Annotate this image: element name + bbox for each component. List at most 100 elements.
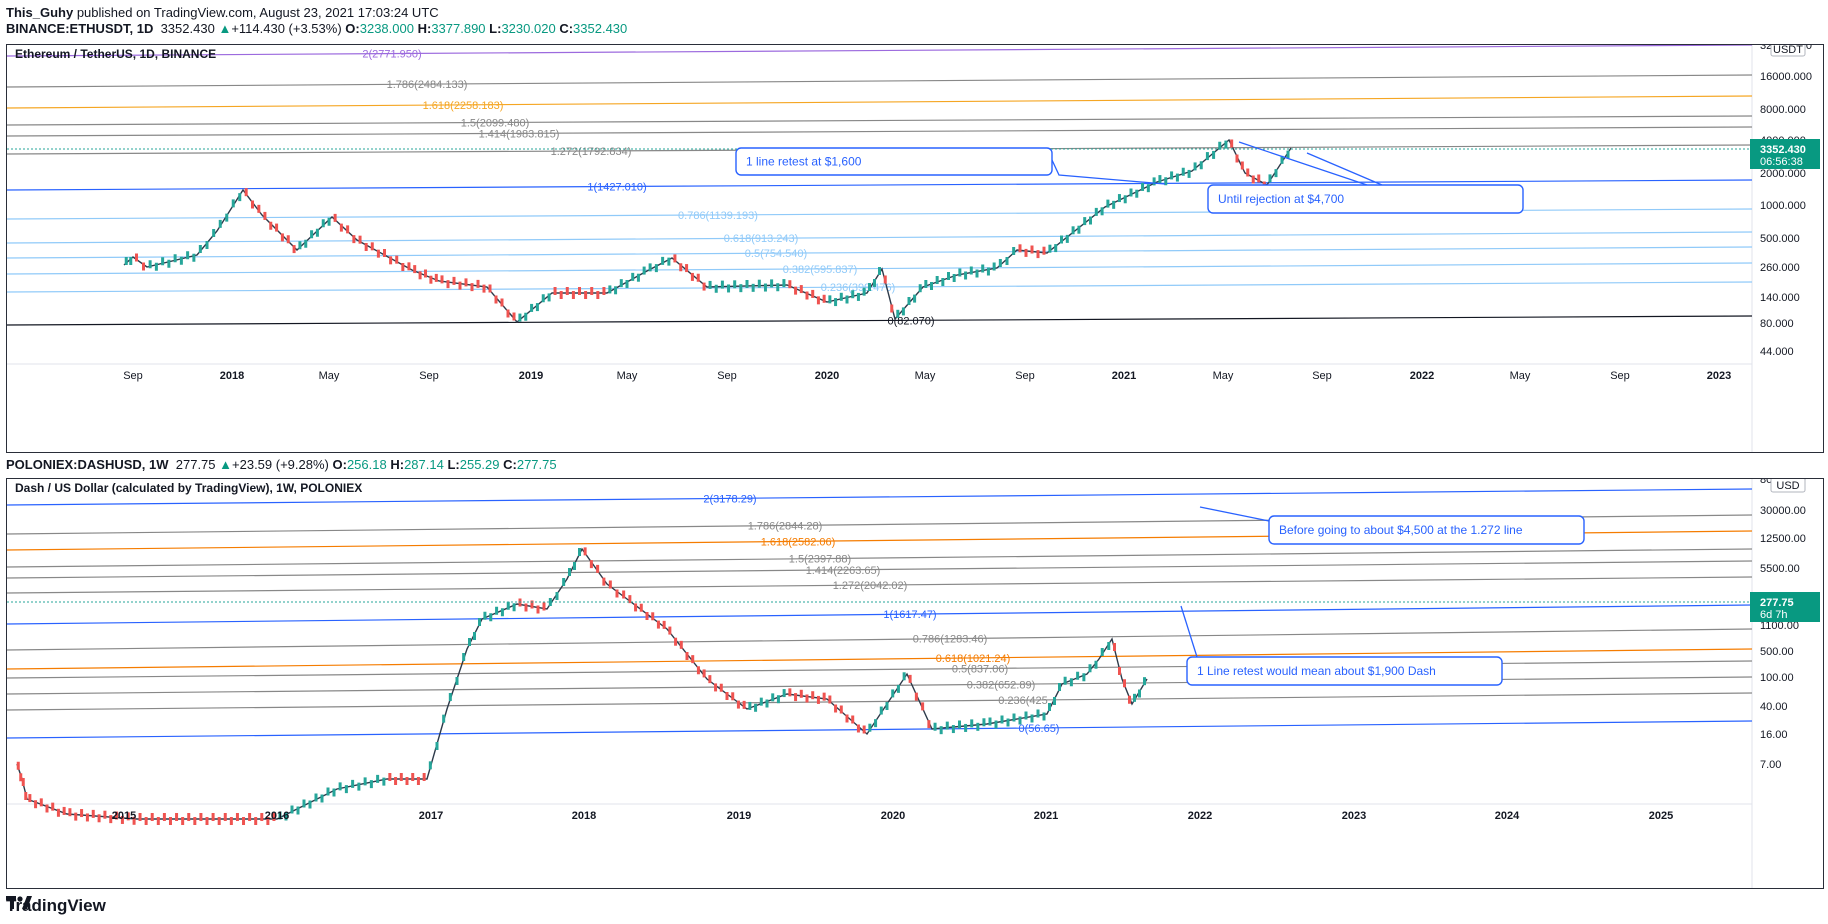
- candle-mark: [1036, 709, 1040, 718]
- chart2-panel[interactable]: 2(3178.29) 1.786(2844.28) 1.618(2582.06) 1.…: [6, 478, 1824, 889]
- candle-mark: [714, 284, 718, 293]
- candle-mark: [958, 268, 962, 277]
- fib-level-line: [7, 126, 1753, 137]
- currency-label: USD: [1776, 480, 1799, 492]
- candle-mark: [890, 304, 894, 313]
- candle-mark: [913, 294, 917, 303]
- tradingview-logo[interactable]: TradingView: [6, 896, 106, 916]
- candle-mark: [994, 720, 998, 729]
- fib-level-label: 0.5(837.06): [952, 664, 1008, 676]
- candle-mark: [478, 618, 481, 626]
- candle-mark: [500, 298, 504, 307]
- candle-mark: [921, 702, 925, 711]
- price-axis-tick: 16.00: [1760, 729, 1788, 741]
- fib-level-line: [7, 45, 1753, 57]
- candle-mark: [225, 213, 229, 222]
- fib-level-line: [7, 281, 1753, 293]
- candle-mark: [1257, 174, 1261, 183]
- candle-mark: [622, 590, 626, 599]
- candle-mark: [468, 638, 471, 646]
- annotation-callout-line: [1180, 605, 1198, 658]
- chart2-symbol-line: POLONIEX:DASHUSD, 1W 277.75 ▲+23.59 (+9.…: [6, 457, 557, 472]
- candle-mark: [811, 289, 815, 298]
- candle-mark: [1135, 189, 1139, 198]
- candle-mark: [405, 777, 409, 785]
- fib-level-label: 0(56.65): [1019, 723, 1060, 735]
- time-axis-label: 2022: [1410, 370, 1434, 382]
- candle-mark: [352, 235, 356, 244]
- candle-mark: [805, 694, 809, 703]
- chart1-svg[interactable]: 2(2771.950) 1.786(2484.133) 1.618(2258.183…: [7, 45, 1823, 452]
- candle-mark: [351, 779, 355, 788]
- candle-mark: [776, 283, 780, 292]
- candle-mark: [941, 278, 945, 286]
- fib-level-line: [7, 246, 1753, 259]
- candle-mark: [856, 292, 860, 301]
- candle-mark: [805, 291, 809, 300]
- candle-mark: [344, 785, 348, 794]
- candle-mark: [161, 257, 165, 266]
- candle-mark: [292, 245, 296, 254]
- price-axis-tick: 30000.00: [1760, 505, 1806, 517]
- candle-mark: [254, 817, 258, 825]
- candle-mark: [636, 273, 640, 282]
- candle-mark: [244, 188, 248, 197]
- candle-mark: [667, 257, 671, 266]
- candle-mark: [654, 264, 658, 273]
- chart1-panel[interactable]: 2(2771.950) 1.786(2484.133) 1.618(2258.183…: [6, 44, 1824, 453]
- candle-mark: [263, 211, 267, 220]
- candle-mark: [434, 273, 438, 282]
- time-axis-label: May: [915, 370, 936, 382]
- candle-mark: [702, 669, 706, 678]
- price-badge-value: 277.75: [1760, 597, 1794, 609]
- candle-mark: [242, 817, 246, 825]
- candle-mark: [126, 812, 130, 821]
- candle-mark: [138, 813, 142, 821]
- candle-mark: [562, 578, 566, 586]
- currency-box: [1770, 45, 1806, 57]
- candle-mark: [1128, 695, 1131, 704]
- candle-mark: [530, 303, 534, 312]
- chart2-close-label: C:: [503, 457, 517, 472]
- candle-mark: [251, 200, 254, 209]
- price-badge: [1750, 139, 1820, 169]
- time-axis-label: 2024: [1495, 810, 1520, 822]
- candle-mark: [416, 777, 420, 785]
- author-name[interactable]: This_Guhy: [6, 5, 74, 20]
- candle-mark: [918, 284, 922, 293]
- candle-mark: [1036, 250, 1040, 259]
- candle-mark: [536, 605, 540, 614]
- candle-mark: [1138, 689, 1141, 698]
- candle-mark: [339, 223, 343, 232]
- candle-mark: [217, 817, 221, 825]
- candle-mark: [939, 726, 943, 735]
- price-axis-tick: 5500.00: [1760, 563, 1800, 575]
- candle-mark: [902, 672, 906, 681]
- candle-mark: [1054, 244, 1058, 253]
- price-badge-value: 3352.430: [1760, 144, 1806, 156]
- candle-mark: [442, 714, 446, 723]
- candle-mark: [794, 693, 798, 702]
- candle-mark: [1058, 683, 1061, 691]
- candle-mark: [302, 799, 306, 808]
- candle-mark: [731, 692, 735, 701]
- candle-mark: [304, 239, 308, 248]
- candle-mark: [845, 295, 849, 304]
- candle-mark: [754, 703, 758, 712]
- chart2-svg[interactable]: 2(3178.29) 1.786(2844.28) 1.618(2582.06) 1.…: [7, 479, 1823, 888]
- candle-mark: [596, 291, 600, 299]
- chart2-open: 256.18: [346, 457, 387, 472]
- candle-mark: [811, 691, 815, 700]
- candle-mark: [314, 793, 318, 802]
- candle-mark: [364, 243, 368, 251]
- candle-mark: [148, 260, 152, 269]
- candle-mark: [583, 547, 587, 556]
- candle-mark: [794, 286, 798, 295]
- candle-mark: [223, 813, 227, 821]
- currency-label: USDT: [1773, 45, 1803, 56]
- candle-mark: [885, 702, 889, 710]
- candle-mark: [559, 291, 563, 299]
- candle-mark: [144, 817, 148, 825]
- candle-mark: [395, 255, 399, 264]
- candle-mark: [260, 813, 264, 821]
